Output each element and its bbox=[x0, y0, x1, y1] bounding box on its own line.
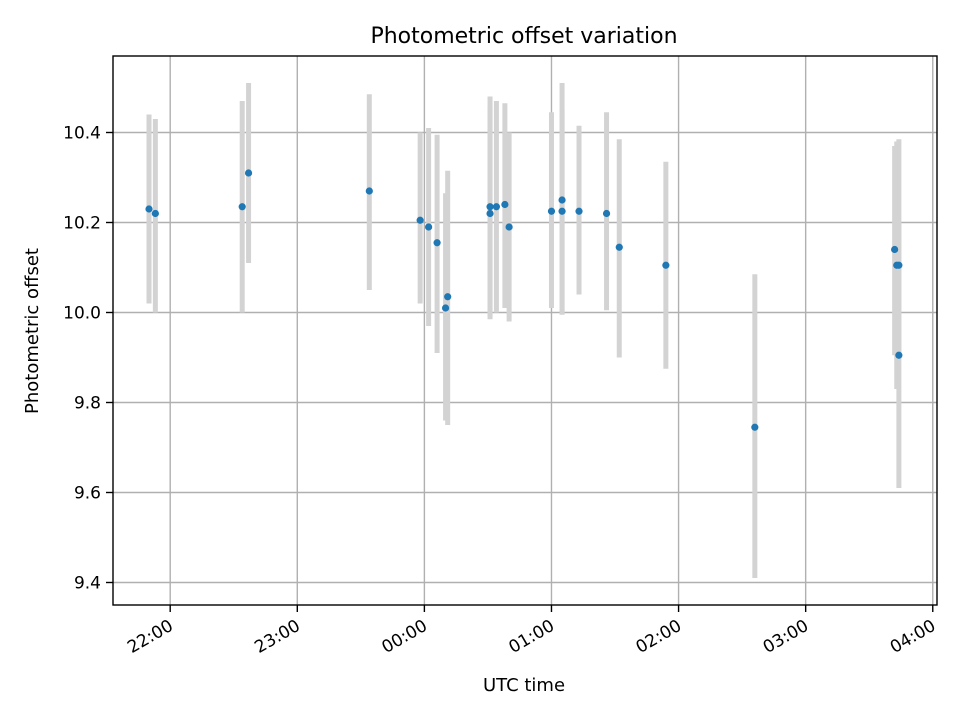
data-point bbox=[444, 293, 452, 301]
data-point bbox=[662, 261, 670, 269]
y-axis-label: Photometric offset bbox=[22, 248, 43, 414]
data-point bbox=[895, 351, 903, 359]
data-point bbox=[433, 239, 441, 247]
data-point bbox=[416, 216, 424, 224]
data-point bbox=[365, 187, 373, 195]
data-point bbox=[486, 203, 494, 211]
x-tick-label: 01:00 bbox=[506, 616, 558, 658]
data-point bbox=[425, 223, 433, 231]
data-point bbox=[615, 243, 623, 251]
data-point bbox=[505, 223, 513, 231]
x-tick-label: 04:00 bbox=[887, 616, 939, 658]
y-tick-label: 10.4 bbox=[63, 124, 101, 144]
data-point bbox=[151, 209, 159, 218]
data-point bbox=[486, 209, 494, 218]
data-point bbox=[558, 196, 566, 204]
x-tick-label: 00:00 bbox=[378, 616, 430, 658]
y-tick-label: 10.0 bbox=[63, 304, 101, 324]
x-tick-label: 22:00 bbox=[124, 616, 176, 658]
x-tick-label: 23:00 bbox=[251, 616, 303, 658]
data-point bbox=[547, 207, 556, 215]
x-axis-ticks: 22:00 23:00 00:00 01:00 02:00 03:00 04:00 bbox=[124, 605, 939, 658]
x-tick-label: 02:00 bbox=[633, 616, 685, 658]
y-tick-label: 9.6 bbox=[74, 484, 101, 504]
y-tick-label: 10.2 bbox=[63, 214, 101, 234]
data-point bbox=[575, 207, 583, 215]
error-bars bbox=[146, 83, 902, 578]
data-point bbox=[602, 209, 611, 218]
data-point bbox=[145, 205, 153, 213]
data-point bbox=[501, 200, 509, 209]
grid bbox=[113, 56, 937, 605]
data-point bbox=[891, 245, 899, 254]
x-tick-label: 03:00 bbox=[760, 616, 812, 658]
data-points bbox=[145, 169, 903, 431]
data-point bbox=[244, 169, 253, 177]
y-tick-label: 9.8 bbox=[74, 394, 101, 414]
data-point bbox=[492, 203, 501, 211]
chart-title: Photometric offset variation bbox=[370, 24, 677, 49]
data-point bbox=[558, 207, 566, 215]
plot-frame bbox=[112, 55, 938, 606]
x-axis-label: UTC time bbox=[483, 675, 565, 696]
data-point bbox=[895, 261, 903, 269]
data-point bbox=[441, 304, 450, 312]
data-point bbox=[751, 423, 759, 431]
data-point bbox=[238, 203, 246, 211]
y-axis-ticks: 9.4 9.6 9.8 10.0 10.2 10.4 bbox=[63, 124, 113, 594]
y-tick-label: 9.4 bbox=[74, 574, 101, 594]
